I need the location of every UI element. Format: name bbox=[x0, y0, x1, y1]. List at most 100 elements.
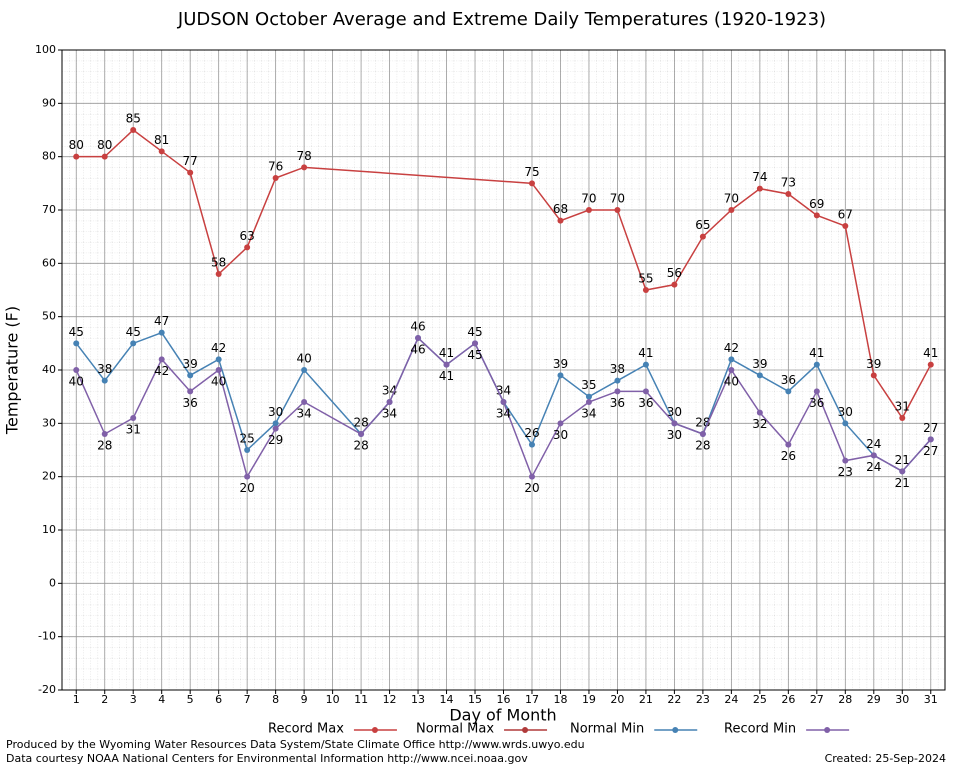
data-label: 74 bbox=[752, 170, 767, 184]
x-tick-label: 1 bbox=[73, 693, 80, 706]
data-point bbox=[528, 441, 535, 448]
x-tick-label: 15 bbox=[468, 693, 482, 706]
data-point bbox=[472, 340, 479, 347]
data-label: 30 bbox=[268, 405, 283, 419]
x-tick-label: 11 bbox=[354, 693, 368, 706]
data-label: 28 bbox=[353, 416, 368, 430]
data-label: 26 bbox=[524, 426, 539, 440]
data-point bbox=[244, 244, 251, 251]
data-label: 24 bbox=[866, 460, 881, 474]
legend-marker bbox=[824, 727, 831, 733]
data-label: 27 bbox=[923, 421, 938, 435]
data-point bbox=[813, 388, 820, 395]
data-label: 20 bbox=[240, 481, 255, 495]
data-label: 56 bbox=[667, 266, 682, 280]
x-tick-label: 12 bbox=[383, 693, 397, 706]
y-tick-label: 40 bbox=[42, 363, 56, 376]
footer-text: Data courtesy NOAA National Centers for … bbox=[6, 752, 528, 765]
data-label: 41 bbox=[923, 346, 938, 360]
data-label: 26 bbox=[781, 449, 796, 463]
legend-marker bbox=[371, 727, 378, 733]
data-point bbox=[728, 356, 735, 363]
data-label: 21 bbox=[895, 476, 910, 490]
data-label: 76 bbox=[268, 160, 283, 174]
data-point bbox=[272, 420, 279, 427]
data-label: 31 bbox=[895, 400, 910, 414]
data-label: 28 bbox=[695, 439, 710, 453]
data-point bbox=[585, 207, 592, 213]
data-label: 39 bbox=[752, 357, 767, 371]
data-point bbox=[785, 191, 792, 197]
data-point bbox=[73, 367, 80, 373]
data-label: 70 bbox=[724, 192, 739, 206]
data-label: 39 bbox=[183, 357, 198, 371]
data-label: 23 bbox=[838, 465, 853, 479]
y-tick-label: 0 bbox=[49, 576, 56, 589]
data-point bbox=[158, 329, 165, 336]
y-axis-label: Temperature (F) bbox=[3, 306, 22, 435]
data-point bbox=[130, 127, 137, 133]
x-tick-label: 3 bbox=[130, 693, 137, 706]
data-point bbox=[756, 185, 763, 192]
data-point bbox=[785, 388, 792, 395]
data-point bbox=[301, 164, 308, 171]
data-label: 67 bbox=[838, 208, 853, 222]
data-point bbox=[585, 393, 592, 400]
data-point bbox=[614, 377, 621, 384]
x-tick-label: 20 bbox=[610, 693, 624, 706]
data-point bbox=[101, 377, 108, 384]
x-axis-label: Day of Month bbox=[449, 706, 556, 725]
data-label: 75 bbox=[524, 165, 539, 179]
data-point bbox=[899, 468, 906, 475]
x-tick-label: 13 bbox=[411, 693, 425, 706]
data-point bbox=[785, 441, 792, 448]
data-point bbox=[528, 180, 535, 187]
x-tick-label: 7 bbox=[244, 693, 251, 706]
x-tick-label: 23 bbox=[696, 693, 710, 706]
data-point bbox=[671, 281, 678, 288]
data-label: 58 bbox=[211, 256, 226, 270]
x-tick-label: 6 bbox=[215, 693, 222, 706]
data-label: 30 bbox=[553, 428, 568, 442]
series-line bbox=[75, 336, 932, 479]
data-label: 46 bbox=[410, 320, 425, 334]
data-label: 25 bbox=[240, 432, 255, 446]
y-tick-label: 20 bbox=[42, 470, 56, 483]
y-tick-label: -20 bbox=[38, 683, 56, 696]
data-point bbox=[244, 473, 251, 480]
data-point bbox=[728, 207, 735, 213]
data-label: 39 bbox=[866, 357, 881, 371]
data-label: 45 bbox=[467, 348, 482, 362]
data-label: 32 bbox=[752, 417, 767, 431]
data-point bbox=[101, 153, 108, 160]
data-point bbox=[557, 372, 564, 379]
data-point bbox=[756, 372, 763, 379]
data-point bbox=[301, 367, 308, 373]
data-point bbox=[813, 361, 820, 368]
data-label: 40 bbox=[69, 375, 84, 389]
data-label: 55 bbox=[638, 272, 653, 286]
y-tick-label: 70 bbox=[42, 203, 56, 216]
data-label: 34 bbox=[581, 407, 596, 421]
data-label: 21 bbox=[895, 453, 910, 467]
x-tick-label: 26 bbox=[781, 693, 795, 706]
data-point bbox=[130, 415, 137, 421]
x-tick-label: 17 bbox=[525, 693, 539, 706]
data-label: 77 bbox=[183, 154, 198, 168]
x-tick-label: 2 bbox=[101, 693, 108, 706]
x-tick-label: 31 bbox=[924, 693, 938, 706]
data-label: 69 bbox=[809, 197, 824, 211]
data-point bbox=[386, 399, 393, 405]
data-label: 70 bbox=[610, 192, 625, 206]
data-point bbox=[443, 361, 450, 368]
data-label: 30 bbox=[667, 405, 682, 419]
data-label: 38 bbox=[610, 362, 625, 376]
series-line bbox=[76, 129, 932, 420]
x-tick-label: 27 bbox=[810, 693, 824, 706]
data-point bbox=[927, 436, 934, 443]
x-tick-label: 8 bbox=[272, 693, 279, 706]
x-tick-label: 18 bbox=[553, 693, 567, 706]
data-point bbox=[870, 452, 877, 459]
x-tick-label: 4 bbox=[158, 693, 165, 706]
